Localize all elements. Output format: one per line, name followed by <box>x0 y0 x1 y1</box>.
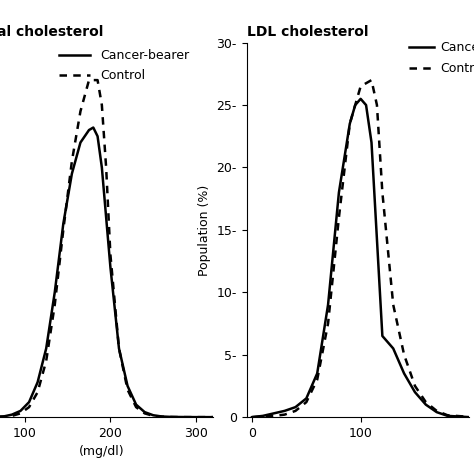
Text: Total cholesterol: Total cholesterol <box>0 25 103 39</box>
Legend: Cancer-bearer, Control: Cancer-bearer, Control <box>59 49 189 82</box>
X-axis label: (mg/dl): (mg/dl) <box>79 446 125 458</box>
Text: LDL cholesterol: LDL cholesterol <box>246 25 368 39</box>
Legend: Cancer-bearer, Control: Cancer-bearer, Control <box>410 41 474 75</box>
Y-axis label: Population (%): Population (%) <box>198 184 211 275</box>
